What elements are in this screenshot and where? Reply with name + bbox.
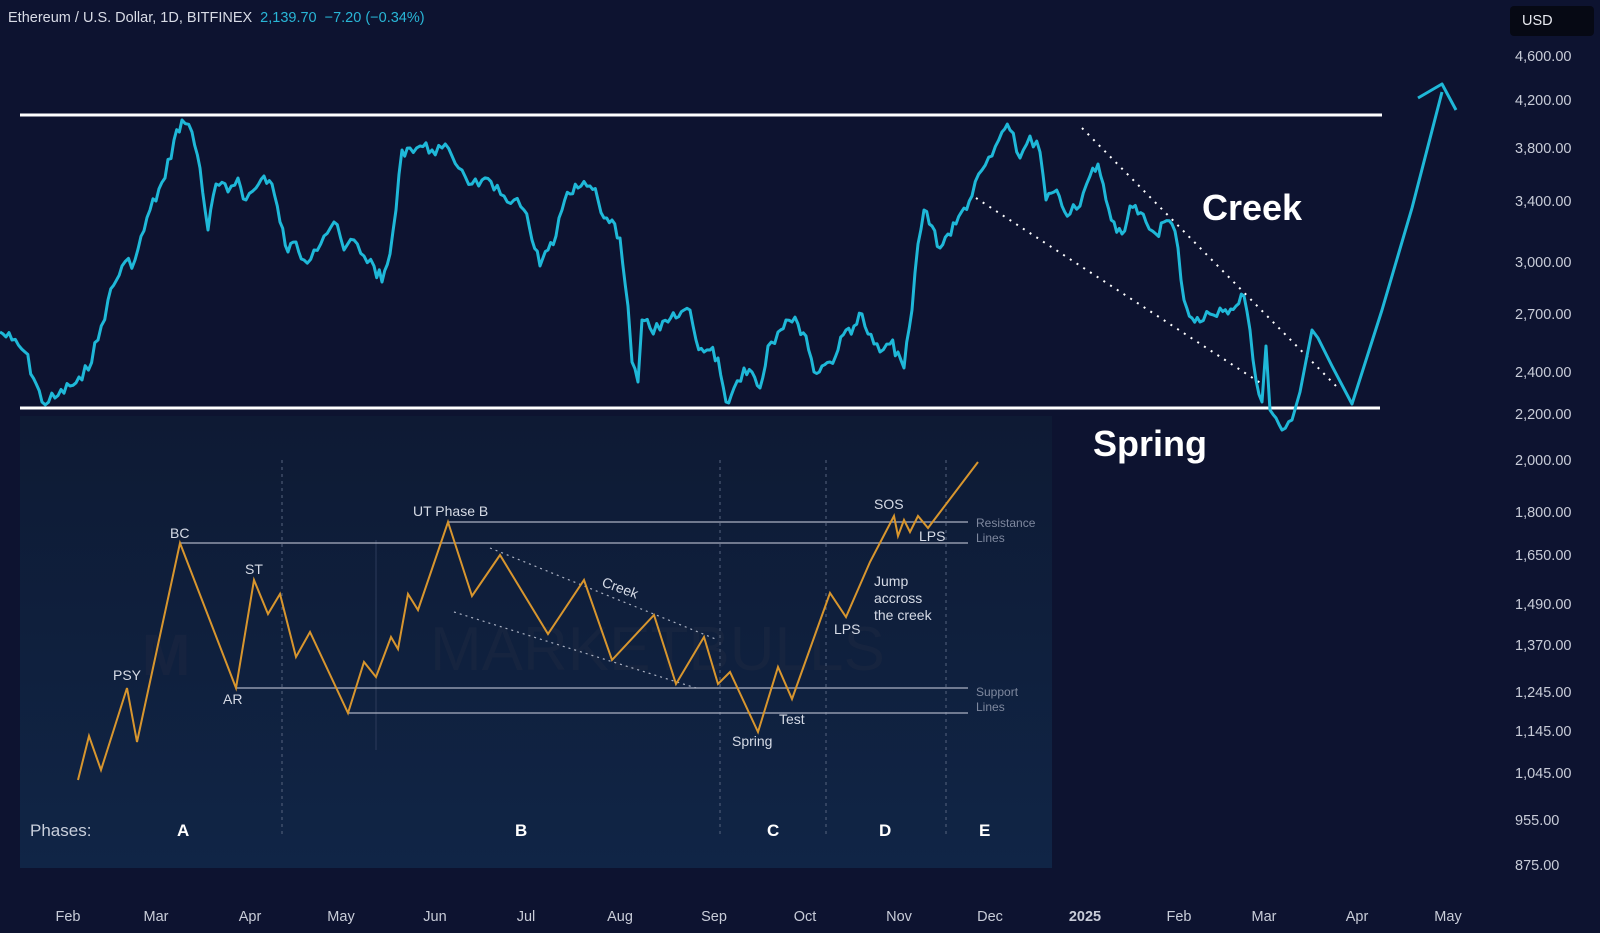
y-tick-label: 1,370.00	[1515, 638, 1571, 654]
creek-annotation: Creek	[1202, 187, 1303, 228]
label-support-1: Support	[976, 685, 1019, 699]
line-legend-labels: Resistance Lines Support Lines	[976, 516, 1036, 714]
phase-a: A	[177, 821, 189, 840]
creek-channel-lower-main	[975, 197, 1263, 385]
time-axis[interactable]: Feb Mar Apr May Jun Jul Aug Sep Oct Nov Dec 2025 Feb…	[56, 909, 1463, 925]
phase-d: D	[879, 821, 891, 840]
label-bc: BC	[170, 525, 189, 541]
x-tick-label: Nov	[886, 909, 913, 925]
x-tick-label: Jun	[423, 909, 446, 925]
creek-channel	[975, 127, 1339, 389]
x-tick-label: Apr	[239, 909, 262, 925]
y-tick-label: 2,700.00	[1515, 307, 1571, 323]
y-tick-label: 2,400.00	[1515, 365, 1571, 381]
y-tick-label: 3,000.00	[1515, 255, 1571, 271]
label-ut-phase-b: UT Phase B	[413, 503, 488, 519]
x-tick-label: 2025	[1069, 909, 1101, 925]
y-tick-label: 1,245.00	[1515, 685, 1571, 701]
label-test: Test	[779, 711, 805, 727]
inset-watermark-logo: M	[142, 623, 190, 688]
y-tick-label: 2,000.00	[1515, 453, 1571, 469]
phase-b: B	[515, 821, 527, 840]
x-tick-label: Mar	[144, 909, 169, 925]
x-tick-label: Jul	[517, 909, 536, 925]
schematic-creek-channel	[453, 547, 719, 689]
symbol-title: Ethereum / U.S. Dollar, 1D, BITFINEX	[8, 10, 253, 26]
label-jump-3: the creek	[874, 607, 933, 623]
y-tick-label: 1,045.00	[1515, 766, 1571, 782]
x-tick-label: May	[327, 909, 355, 925]
creek-channel-upper	[489, 547, 719, 641]
y-tick-label: 2,200.00	[1515, 407, 1571, 423]
schematic-levels	[180, 521, 968, 714]
phase-c: C	[767, 821, 779, 840]
y-tick-label: 3,400.00	[1515, 194, 1571, 210]
x-tick-label: Oct	[794, 909, 817, 925]
wyckoff-inset: M MARKETBULLS	[20, 416, 1052, 868]
y-tick-label: 4,200.00	[1515, 93, 1571, 109]
label-psy: PSY	[113, 667, 142, 683]
label-st: ST	[245, 561, 263, 577]
phases-label: Phases:	[30, 821, 91, 840]
label-sos: SOS	[874, 496, 904, 512]
label-support-2: Lines	[976, 700, 1005, 714]
x-tick-label: Feb	[56, 909, 81, 925]
eth-price-line	[0, 91, 1444, 432]
x-tick-label: Sep	[701, 909, 727, 925]
label-ar: AR	[223, 691, 242, 707]
phase-row: Phases: A B C D E	[30, 821, 990, 840]
label-spring-inset: Spring	[732, 733, 772, 749]
x-tick-label: Dec	[977, 909, 1003, 925]
last-price: 2,139.70	[260, 10, 317, 26]
x-tick-label: Aug	[607, 909, 633, 925]
inset-background	[20, 416, 1052, 868]
label-lps-2: LPS	[919, 528, 945, 544]
creek-channel-lower	[453, 611, 697, 689]
label-resistance-2: Lines	[976, 531, 1005, 545]
currency-button[interactable]: USD	[1510, 6, 1594, 36]
y-tick-label: 3,800.00	[1515, 141, 1571, 157]
price-change: −7.20 (−0.34%)	[324, 10, 425, 26]
y-tick-label: 955.00	[1515, 813, 1559, 829]
label-resistance-1: Resistance	[976, 516, 1036, 530]
main-chart: Creek Spring	[0, 82, 1458, 464]
y-tick-label: 1,800.00	[1515, 505, 1571, 521]
creek-channel-upper-main	[1081, 127, 1339, 389]
label-jump-1: Jump	[874, 573, 908, 589]
phase-e: E	[979, 821, 990, 840]
spring-annotation: Spring	[1093, 423, 1207, 464]
x-tick-label: Apr	[1346, 909, 1369, 925]
x-tick-label: Mar	[1252, 909, 1277, 925]
schematic-labels: PSY BC AR ST UT Phase B Creek Spring Tes…	[113, 496, 945, 749]
label-jump-2: accross	[874, 590, 922, 606]
y-tick-label: 1,650.00	[1515, 548, 1571, 564]
y-tick-label: 875.00	[1515, 858, 1559, 874]
schematic-price-path	[77, 461, 979, 781]
y-tick-label: 1,145.00	[1515, 724, 1571, 740]
phase-separators	[281, 460, 947, 838]
symbol-header: Ethereum / U.S. Dollar, 1D, BITFINEX 2,13…	[8, 10, 425, 26]
x-tick-label: Feb	[1167, 909, 1192, 925]
label-lps-1: LPS	[834, 621, 860, 637]
price-axis[interactable]: 4,600.00 4,200.00 3,800.00 3,400.00 3,000.00…	[1515, 49, 1571, 874]
y-tick-label: 4,600.00	[1515, 49, 1571, 65]
y-tick-label: 1,490.00	[1515, 597, 1571, 613]
projection-arrow	[1417, 82, 1458, 111]
x-tick-label: May	[1434, 909, 1462, 925]
